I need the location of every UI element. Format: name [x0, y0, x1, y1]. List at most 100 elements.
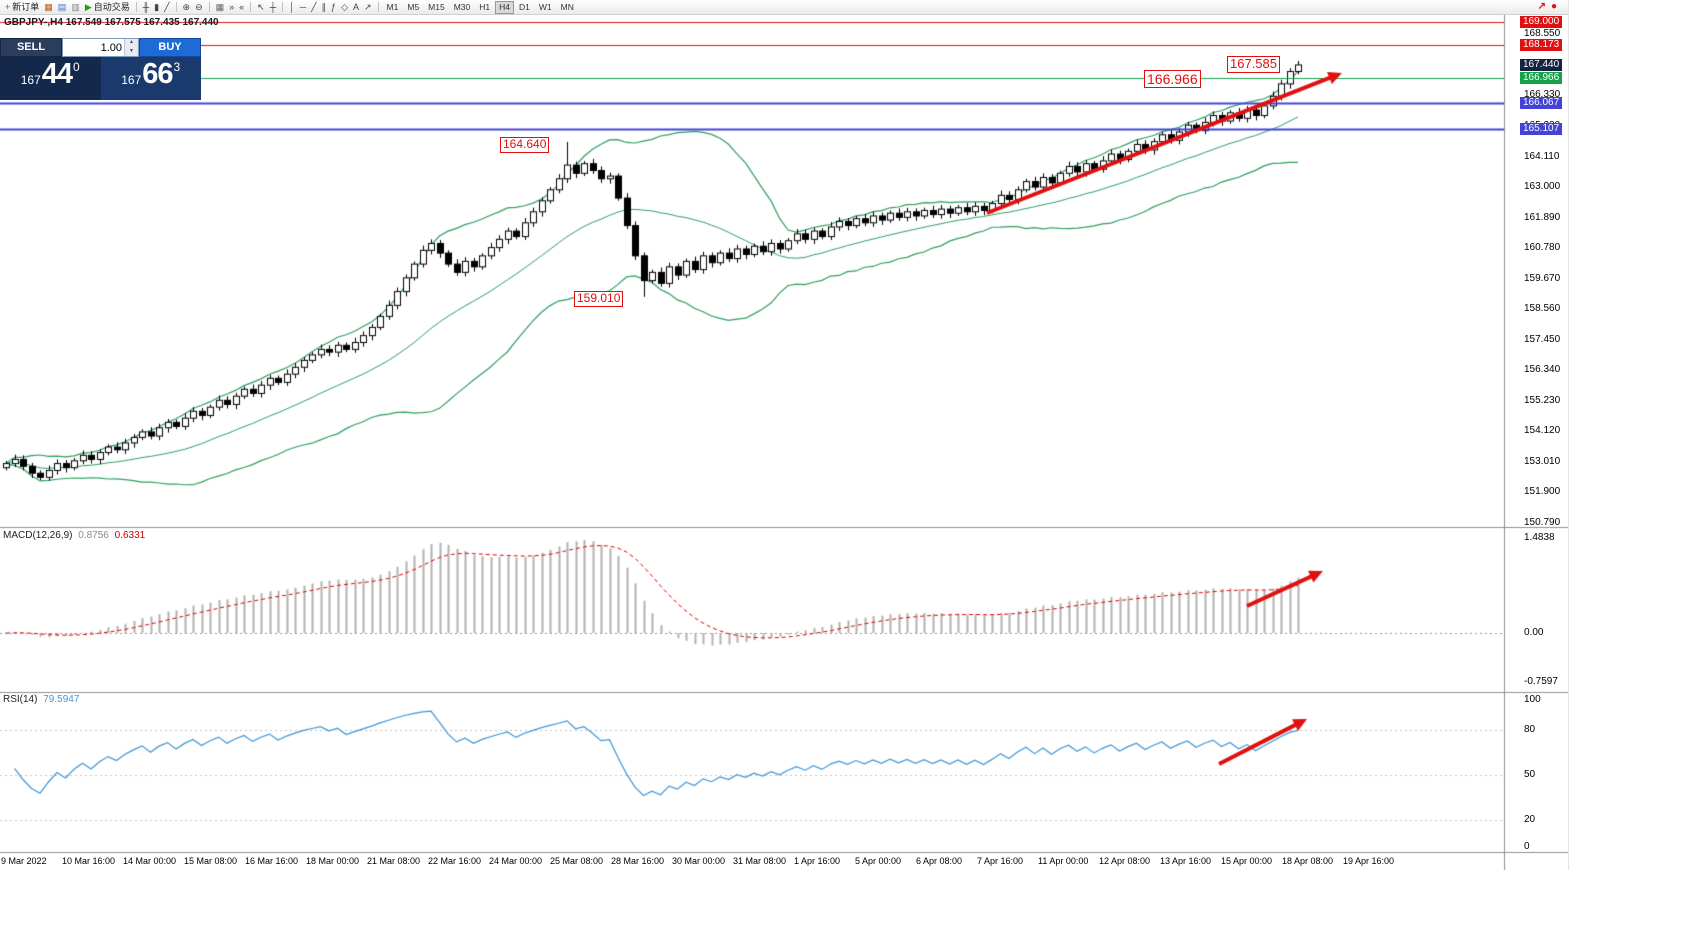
- crosshair-button[interactable]: ┼: [268, 1, 278, 14]
- bid-superscript: 0: [73, 60, 80, 74]
- charts-window-button[interactable]: ▦: [42, 1, 55, 14]
- new-order-button[interactable]: + 新订单: [3, 1, 41, 14]
- timeframe-m15-button[interactable]: M15: [424, 1, 449, 14]
- bid-price[interactable]: 167 44 0: [0, 57, 101, 100]
- toolbar-separator: [175, 2, 177, 12]
- terminal-icon: ▥: [71, 1, 80, 12]
- rsi-scale-label: 50: [1524, 769, 1536, 780]
- time-axis-label: 9 Mar 2022: [1, 856, 47, 866]
- timeframe-h4-button[interactable]: H4: [495, 0, 515, 14]
- timeframe-m30-button[interactable]: M30: [450, 1, 475, 14]
- macd-indicator-label: MACD(12,26,9) 0.8756 0.6331: [3, 530, 145, 541]
- price-axis-label: 153.010: [1524, 455, 1561, 467]
- zoom-out-icon: ⊖: [195, 1, 203, 12]
- notification-icon[interactable]: ●: [1550, 1, 1557, 12]
- arrows-button[interactable]: ↗: [362, 1, 374, 14]
- trendline-button[interactable]: ╱: [309, 1, 318, 14]
- line-chart-icon: ╱: [164, 1, 170, 12]
- rsi-scale-label: 80: [1524, 724, 1536, 735]
- price-label-166966[interactable]: 166.966: [1144, 70, 1201, 89]
- auto-scroll-icon: »: [229, 1, 235, 12]
- price-label-159010[interactable]: 159.010: [574, 291, 624, 307]
- candlestick-icon: ▮: [154, 1, 160, 12]
- price-alert-icon[interactable]: ↗: [1537, 1, 1546, 12]
- sell-button[interactable]: SELL: [0, 38, 62, 57]
- time-axis-label: 28 Mar 16:00: [611, 856, 665, 866]
- zoom-out-button[interactable]: ⊖: [193, 1, 205, 14]
- symbol-ohlc-line: GBPJPY-,H4 167.549 167.575 167.435 167.4…: [4, 17, 219, 28]
- navigator-icon: ▤: [57, 1, 67, 12]
- timeframe-w1-button[interactable]: W1: [535, 1, 556, 14]
- price-axis-label: 169.000: [1520, 16, 1563, 28]
- time-axis-label: 7 Apr 16:00: [977, 856, 1024, 866]
- fibonacci-button[interactable]: ƒ: [329, 1, 338, 14]
- macd-signal-value: 0.6331: [114, 530, 146, 541]
- auto-scroll-button[interactable]: »: [227, 1, 236, 14]
- shapes-button[interactable]: ◇: [339, 1, 350, 14]
- chart-window: GBPJPY-,H4 167.549 167.575 167.435 167.4…: [0, 15, 1568, 870]
- channel-icon: ∥: [321, 1, 327, 12]
- price-axis-label: 166.067: [1520, 96, 1563, 109]
- horizontal-line-button[interactable]: ─: [298, 1, 308, 14]
- toolbar-separator: [250, 2, 252, 12]
- price-axis-label: 155.230: [1524, 394, 1561, 406]
- toolbar-separator: [135, 2, 137, 12]
- text-icon: A: [352, 1, 359, 12]
- chart-window-icon: ▦: [44, 1, 53, 12]
- channel-button[interactable]: ∥: [320, 1, 329, 14]
- timeframe-m5-button[interactable]: M5: [403, 1, 423, 14]
- time-axis-label: 12 Apr 08:00: [1099, 856, 1151, 866]
- time-axis-label: 11 Apr 00:00: [1038, 856, 1089, 866]
- time-axis-label: 10 Mar 16:00: [62, 856, 116, 866]
- price-axis-label: 165.107: [1520, 123, 1563, 136]
- toolbar: + 新订单 ▦ ▤ ▥ ▶ 自动交易 ╫ ▮ ╱ ⊕ ⊖ ▦» «↖ ┼ │ ─ ╱ ∥ ƒ ◇ A ↗ M1 M5 M15 M30…: [0, 0, 1568, 15]
- chart-shift-button[interactable]: «: [237, 1, 246, 14]
- price-axis-label: 154.120: [1524, 425, 1561, 437]
- timeframe-m1-button[interactable]: M1: [383, 1, 403, 14]
- chart-shift-icon: «: [239, 1, 245, 12]
- price-axis-label: 163.000: [1524, 181, 1561, 193]
- one-click-trading-panel: SELL ▲ ▼ BUY 167 44 0 167: [0, 38, 201, 100]
- price-label-167585[interactable]: 167.585: [1227, 56, 1280, 73]
- navigator-button[interactable]: ▤: [56, 1, 69, 14]
- time-axis-label: 24 Mar 00:00: [489, 856, 543, 866]
- timeframe-h1-button[interactable]: H1: [475, 1, 494, 14]
- candlestick-mode-button[interactable]: ▮: [152, 1, 161, 14]
- vertical-line-button[interactable]: │: [287, 1, 297, 14]
- chart-surface[interactable]: [0, 15, 1568, 870]
- price-axis[interactable]: 169.000 168.550 168.173 167.440 166.966 166.3…: [1504, 15, 1568, 852]
- time-axis[interactable]: 9 Mar 2022 10 Mar 16:00 14 Mar 00:00 15 Mar…: [0, 852, 1504, 870]
- volume-input[interactable]: [63, 39, 124, 56]
- macd-scale-label: 0.00: [1524, 627, 1544, 638]
- volume-up-icon[interactable]: ▲: [125, 39, 138, 48]
- rsi-scale-label: 100: [1524, 694, 1541, 705]
- price-axis-label: 166.330: [1524, 89, 1561, 101]
- timeframe-d1-button[interactable]: D1: [515, 1, 534, 14]
- new-order-icon: +: [5, 1, 11, 12]
- ask-price[interactable]: 167 66 3: [100, 57, 201, 100]
- terminal-button[interactable]: ▥: [69, 1, 82, 14]
- ask-prefix: 167: [121, 73, 142, 87]
- time-axis-label: 6 Apr 08:00: [916, 856, 963, 866]
- volume-down-icon[interactable]: ▼: [125, 47, 138, 56]
- cursor-button[interactable]: ↖: [255, 1, 267, 14]
- horizontal-line-icon: ─: [299, 1, 307, 12]
- buy-button[interactable]: BUY: [139, 38, 201, 57]
- timeframe-mn-button[interactable]: MN: [557, 1, 578, 14]
- price-label-164640[interactable]: 164.640: [500, 137, 550, 153]
- cursor-icon: ↖: [257, 1, 265, 12]
- tile-windows-button[interactable]: ▦: [214, 1, 227, 14]
- trade-controls-row: SELL ▲ ▼ BUY: [0, 38, 201, 57]
- time-axis-label: 22 Mar 16:00: [428, 856, 482, 866]
- price-axis-label: 166.966: [1520, 71, 1563, 84]
- bar-chart-mode-button[interactable]: ╫: [141, 1, 151, 14]
- macd-scale-label: -0.7597: [1524, 676, 1558, 687]
- text-button[interactable]: A: [351, 1, 361, 14]
- bid-prefix: 167: [20, 73, 41, 87]
- autotrading-button[interactable]: ▶ 自动交易: [83, 1, 132, 14]
- price-axis-label: 167.440: [1520, 58, 1563, 71]
- line-chart-mode-button[interactable]: ╱: [162, 1, 171, 14]
- rsi-indicator-label: RSI(14) 79.5947: [3, 694, 79, 705]
- zoom-in-button[interactable]: ⊕: [181, 1, 193, 14]
- new-order-button-label: 新订单: [12, 1, 40, 12]
